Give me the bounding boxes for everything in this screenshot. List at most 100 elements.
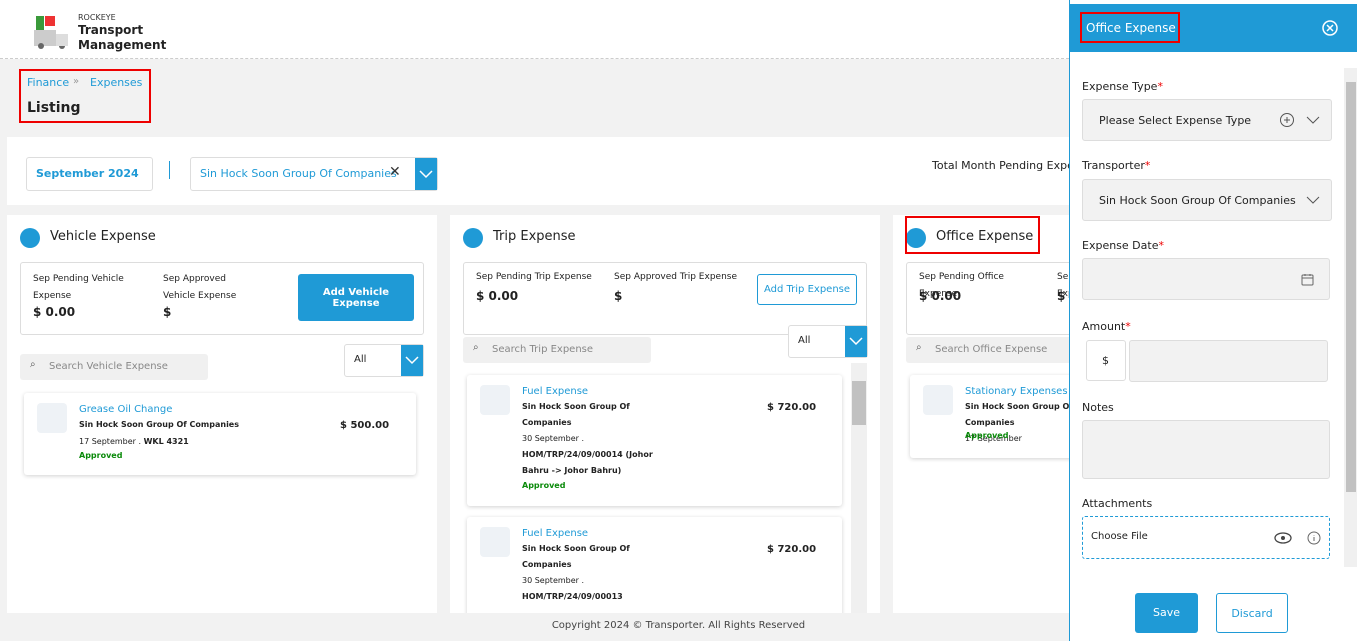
card-title: Stationary Expenses: [965, 386, 1068, 397]
required-mark: *: [1157, 80, 1163, 93]
approved-value: $: [614, 289, 623, 303]
card-amount: $ 500.00: [340, 420, 390, 431]
label-text: Expense Date: [1082, 239, 1159, 252]
date-input[interactable]: [1082, 258, 1330, 300]
card-company: Sin Hock Soon Group Of Companies: [79, 420, 239, 429]
card-icon: [480, 527, 510, 557]
required-mark: *: [1158, 239, 1164, 252]
field-label: Amount*: [1082, 320, 1131, 333]
approved-label: Sep Approved Vehicle Expense: [163, 274, 237, 301]
approved-value: $: [163, 305, 172, 319]
transporter: Sin Hock Soon Group Of Companies: [200, 167, 397, 180]
expense-card[interactable]: Fuel Expense Sin Hock Soon Group Of Compa…: [467, 375, 842, 506]
label-text: Transporter: [1082, 159, 1145, 172]
card-company: Sin Hock Soon Group Of Companies: [522, 402, 630, 427]
required-mark: *: [1125, 320, 1131, 333]
required-mark: *: [1144, 159, 1151, 172]
brand-line: Transport: [78, 23, 144, 37]
highlight: [1080, 12, 1180, 43]
add-button[interactable]: Add Vehicle Expense: [298, 274, 414, 321]
dropdown-button: [845, 326, 867, 357]
search-input[interactable]: ⌕ Search Vehicle Expense: [20, 354, 208, 380]
card-date: 30 September .: [522, 434, 585, 443]
card-status: Approved: [79, 451, 123, 460]
search-input[interactable]: ⌕ Search Trip Expense: [463, 337, 651, 363]
breadcrumb-link[interactable]: Expenses: [90, 76, 143, 89]
transporter-select[interactable]: Sin Hock Soon Group Of Companies ✕: [190, 157, 438, 191]
dropdown-button[interactable]: [415, 158, 437, 190]
clear-icon[interactable]: ✕: [389, 164, 401, 180]
amount-input[interactable]: [1129, 340, 1328, 382]
panel-title: Office Expense: [1086, 21, 1176, 35]
search-placeholder: Search Office Expense: [935, 344, 1048, 355]
search-input[interactable]: ⌕ Search Office Expense: [906, 337, 1094, 363]
card-date: 30 September .: [522, 576, 585, 585]
scrollbar: [851, 363, 867, 613]
add-button[interactable]: Add Trip Expense: [757, 274, 857, 305]
search-icon: ⌕: [473, 342, 479, 353]
approved-value: $: [1057, 289, 1066, 303]
card-meta: 30 September . HOM/TRP/24/09/00013: [522, 573, 672, 605]
label-text: Expense Type: [1082, 80, 1158, 93]
breadcrumb-link[interactable]: Finance: [27, 76, 70, 89]
currency-box: $: [1086, 340, 1126, 381]
card-amount: $ 720.00: [767, 402, 817, 413]
month: September 2024: [36, 167, 139, 180]
copyright: Copyright 2024 © Transporter. All Rights…: [551, 620, 806, 631]
file-input[interactable]: Choose File: [1082, 516, 1330, 559]
month-picker[interactable]: September 2024: [26, 157, 153, 191]
filter-bar: September 2024 Sin Hock Soon Group Of Co…: [7, 137, 1093, 205]
expense-type-select[interactable]: Please Select Expense Type: [1082, 99, 1332, 141]
card-meta: 30 September . HOM/TRP/24/09/00014 (Joho…: [522, 431, 672, 479]
field-label: Expense Date*: [1082, 239, 1164, 252]
save-button[interactable]: Save: [1135, 593, 1198, 633]
side-panel: Office Expense Expense Type* Please Sele…: [1069, 0, 1357, 641]
column-title: Trip Expense: [493, 229, 576, 244]
column-title: Vehicle Expense: [50, 229, 156, 244]
expense-card[interactable]: Fuel Expense Sin Hock Soon Group Of Compa…: [467, 517, 842, 613]
card-amount: $ 720.00: [767, 544, 817, 555]
pending-label: Sep Pending Vehicle Expense: [33, 274, 124, 301]
filter-select[interactable]: All: [788, 325, 868, 358]
approved-label: Sep Approved Trip Expense: [614, 272, 737, 282]
card-icon: [923, 385, 953, 415]
chevron: [1306, 196, 1320, 204]
filter-value: All: [798, 335, 811, 346]
notes-input[interactable]: [1082, 420, 1330, 479]
filter-select[interactable]: All: [344, 344, 424, 377]
highlight: [19, 69, 151, 123]
pending-label: Sep Pending Trip Expense: [476, 272, 592, 282]
value: Sin Hock Soon Group Of Companies: [1099, 194, 1296, 207]
card-title: Fuel Expense: [522, 386, 589, 397]
card-meta: 17 September: [965, 431, 1165, 447]
field-label: Attachments: [1082, 497, 1153, 510]
breadcrumb-sep: »: [73, 76, 80, 87]
transporter-select[interactable]: Sin Hock Soon Group Of Companies: [1082, 179, 1332, 221]
card-title: Fuel Expense: [522, 528, 589, 539]
dropdown-button: [401, 345, 423, 376]
currency: $: [1102, 354, 1109, 367]
column-icon: [463, 228, 483, 248]
search-icon: ⌕: [916, 342, 922, 353]
choose-file: Choose File: [1091, 531, 1148, 542]
discard-button[interactable]: Discard: [1216, 593, 1288, 633]
card-date: 17 September: [965, 434, 1022, 443]
column-icon: [20, 228, 40, 248]
card-date: 17 September .: [79, 437, 142, 446]
scroll-thumb: [852, 381, 866, 425]
pending-value: $ 0.00: [33, 305, 76, 319]
pending-value: $ 0.00: [476, 289, 519, 303]
search-icon: ⌕: [30, 359, 36, 370]
search-placeholder: Search Trip Expense: [492, 344, 594, 355]
expense-card[interactable]: Grease Oil Change Sin Hock Soon Group Of …: [24, 393, 416, 475]
expense-column: Trip Expense Sep Pending Trip Expense $ 0.…: [450, 215, 880, 613]
search-placeholder: Search Vehicle Expense: [49, 361, 168, 372]
file-icons: [1274, 531, 1321, 545]
page-title: Listing: [27, 100, 81, 116]
card-icon: [37, 403, 67, 433]
field-label: Notes: [1082, 401, 1114, 414]
close-button[interactable]: [1321, 19, 1339, 37]
scroll-thumb: [1346, 82, 1356, 492]
header: ROCKEYE Transport Management: [0, 0, 1069, 59]
